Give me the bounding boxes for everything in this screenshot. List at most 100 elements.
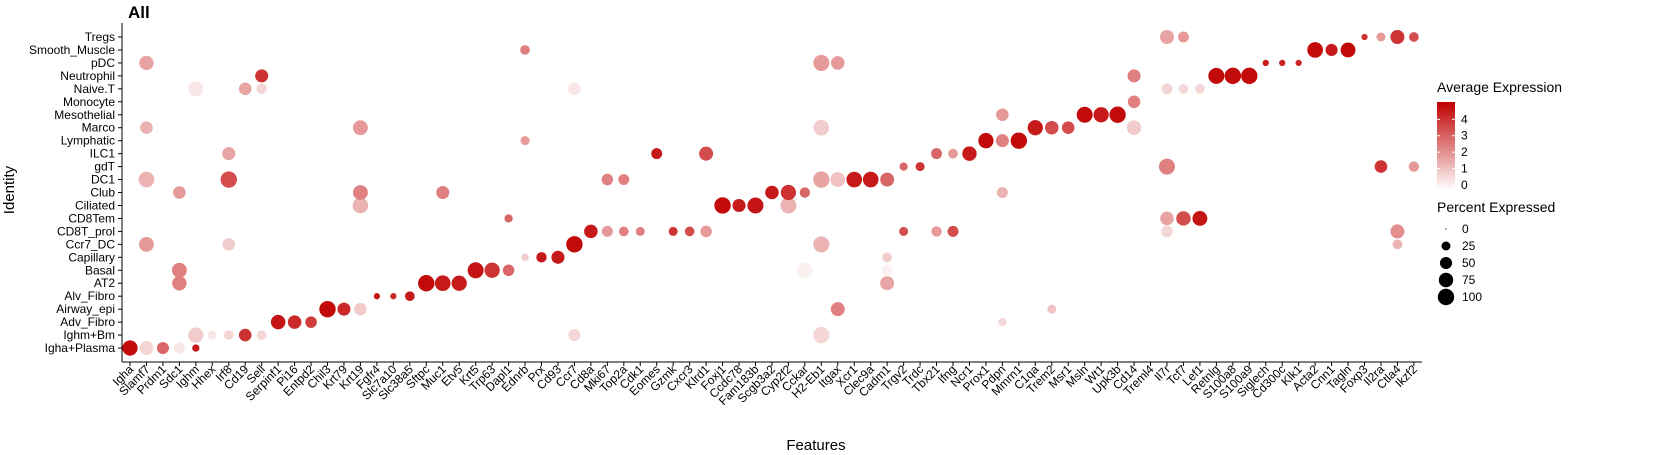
dot: [238, 82, 252, 96]
dot: [618, 226, 629, 237]
dot: [947, 225, 959, 237]
dot: [418, 275, 435, 292]
dot: [699, 146, 714, 161]
dot: [780, 184, 797, 201]
dot: [1044, 120, 1059, 135]
dot: [765, 185, 779, 200]
dot: [1192, 211, 1208, 226]
y-tick-label: Club: [90, 186, 115, 200]
dot: [353, 185, 368, 200]
dot: [536, 252, 547, 263]
x-axis-title: Features: [786, 437, 845, 454]
color-legend-label: 1: [1461, 162, 1468, 176]
dot: [1177, 31, 1189, 43]
dot: [256, 330, 267, 340]
dot: [899, 226, 909, 236]
dot: [813, 326, 830, 344]
dot: [568, 82, 581, 96]
dot: [962, 146, 977, 161]
y-tick-label: Ccr7_DC: [66, 237, 116, 251]
dot: [931, 226, 942, 237]
dot: [568, 329, 581, 342]
dot: [830, 172, 846, 187]
dot: [1126, 120, 1142, 135]
y-tick-label: Neutrophil: [60, 69, 115, 83]
dot: [830, 302, 845, 317]
dot: [319, 300, 336, 318]
dot: [521, 253, 529, 261]
dot: [220, 171, 237, 188]
color-legend-title: Average Expression: [1437, 79, 1562, 95]
y-tick-label: pDC: [91, 56, 115, 70]
dot: [846, 171, 863, 188]
dot: [1195, 83, 1205, 94]
color-legend-label: 3: [1461, 129, 1468, 143]
dot: [404, 291, 415, 302]
dot: [256, 83, 267, 95]
dot: [222, 238, 236, 251]
dot: [1361, 33, 1368, 41]
dot: [732, 198, 746, 213]
dot: [173, 186, 186, 199]
dot: [1208, 67, 1225, 84]
dot: [948, 148, 958, 159]
dot: [1409, 32, 1419, 42]
dot: [1061, 121, 1075, 135]
dot: [714, 197, 731, 214]
dot: [998, 318, 1007, 327]
dot: [882, 252, 893, 263]
dot: [700, 225, 712, 238]
dot: [353, 120, 368, 136]
dot: [1127, 95, 1141, 109]
dot: [635, 226, 645, 236]
dot: [996, 187, 1008, 199]
dot: [139, 341, 154, 356]
dot: [520, 136, 530, 146]
dot: [192, 344, 200, 352]
dot: [223, 330, 234, 340]
dot: [899, 162, 908, 171]
dot: [566, 236, 583, 253]
dot: [684, 226, 695, 237]
legend: Average Expression 0 1 2 3 4 Percent Expressed…: [1437, 79, 1562, 306]
size-legend-label: 25: [1462, 239, 1476, 253]
dot: [618, 174, 630, 186]
dot: [881, 264, 893, 276]
color-legend-label: 2: [1461, 145, 1468, 159]
y-tick-label: Airway_epi: [56, 302, 115, 316]
dot: [1127, 69, 1141, 83]
dot: [238, 328, 252, 342]
dot: [255, 69, 269, 83]
dot: [584, 224, 598, 239]
dot: [173, 342, 185, 354]
dot: [207, 330, 217, 340]
dot: [188, 81, 204, 97]
dot: [1340, 42, 1356, 58]
dot: [797, 262, 813, 279]
dot: [354, 302, 367, 316]
color-legend-bar: [1437, 102, 1455, 190]
dot: [287, 315, 302, 329]
dot: [1390, 30, 1405, 44]
size-legend-dot: [1437, 288, 1455, 306]
y-tick-label: Ciliated: [75, 198, 115, 212]
y-tick-label: Alv_Fibro: [64, 289, 115, 303]
y-tick-label: Mesothelial: [54, 108, 115, 122]
dot: [601, 225, 613, 237]
dot: [138, 171, 155, 188]
y-tick-label: Smooth_Muscle: [29, 43, 115, 57]
dot: [1279, 59, 1286, 67]
dot: [1376, 32, 1386, 42]
y-tick-label: Lymphatic: [61, 134, 115, 148]
dot: [1224, 67, 1242, 85]
y-tick-label: Naive.T: [74, 82, 116, 96]
size-legend-dot: [1441, 241, 1451, 251]
y-tick-label: Igha+Plasma: [45, 341, 116, 355]
dot: [140, 121, 153, 135]
y-tick-label: DC1: [91, 173, 115, 187]
dot: [931, 148, 943, 160]
dot: [1392, 239, 1403, 250]
dot: [862, 171, 879, 188]
y-tick-label: CD8T_prol: [57, 224, 115, 238]
